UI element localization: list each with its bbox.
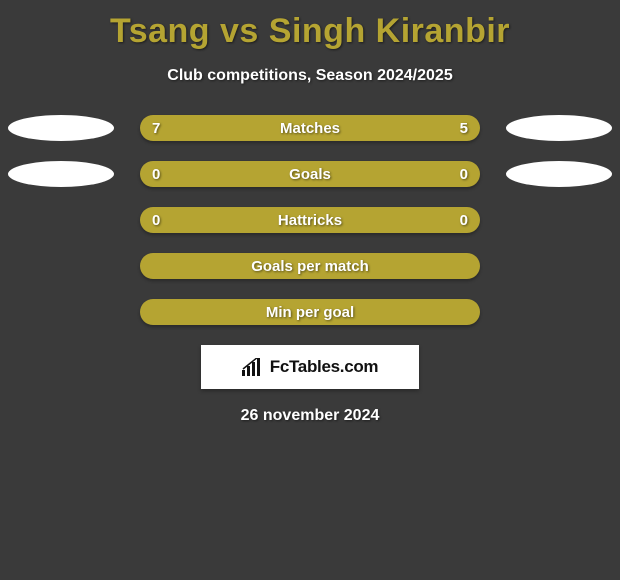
- stat-label: Hattricks: [278, 212, 342, 229]
- subtitle: Club competitions, Season 2024/2025: [0, 67, 620, 85]
- date-label: 26 november 2024: [0, 407, 620, 425]
- stat-bar: Goals per match: [140, 253, 480, 279]
- stat-right-value: 5: [460, 120, 468, 137]
- stat-label: Goals: [289, 166, 331, 183]
- fctables-logo[interactable]: FcTables.com: [201, 345, 419, 389]
- page-title: Tsang vs Singh Kiranbir: [0, 0, 620, 51]
- stat-label: Min per goal: [266, 304, 354, 321]
- player2-ellipse: [506, 161, 612, 187]
- stat-left-value: 0: [152, 166, 160, 183]
- stat-rows: 7 Matches 5 0 Goals 0 0 Hattricks 0 Goal…: [0, 115, 620, 325]
- player2-ellipse: [506, 115, 612, 141]
- stat-bar: 7 Matches 5: [140, 115, 480, 141]
- stat-row-goals-per-match: Goals per match: [0, 253, 620, 279]
- stat-row-matches: 7 Matches 5: [0, 115, 620, 141]
- stat-row-goals: 0 Goals 0: [0, 161, 620, 187]
- stat-right-value: 0: [460, 166, 468, 183]
- player1-ellipse: [8, 161, 114, 187]
- stat-left-value: 7: [152, 120, 160, 137]
- stat-row-min-per-goal: Min per goal: [0, 299, 620, 325]
- chart-icon: [242, 358, 264, 376]
- stat-bar: 0 Hattricks 0: [140, 207, 480, 233]
- stat-bar: 0 Goals 0: [140, 161, 480, 187]
- stat-label: Matches: [280, 120, 340, 137]
- stat-bar: Min per goal: [140, 299, 480, 325]
- stat-label: Goals per match: [251, 258, 369, 275]
- stat-row-hattricks: 0 Hattricks 0: [0, 207, 620, 233]
- player1-ellipse: [8, 115, 114, 141]
- stat-right-value: 0: [460, 212, 468, 229]
- logo-text: FcTables.com: [270, 357, 379, 377]
- stat-left-value: 0: [152, 212, 160, 229]
